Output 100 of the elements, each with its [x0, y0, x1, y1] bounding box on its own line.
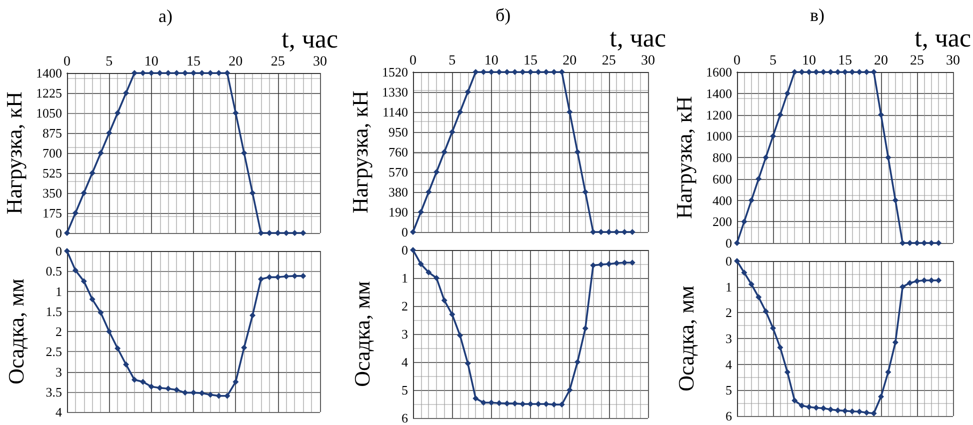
- y-tick-label: 1.5: [46, 304, 62, 319]
- x-tick-label: 25: [910, 54, 924, 68]
- point: [64, 230, 70, 236]
- point: [748, 197, 754, 204]
- point: [72, 210, 78, 216]
- x-tick-label: 10: [484, 54, 498, 68]
- point: [914, 240, 920, 246]
- y-tick-label: 525: [42, 166, 62, 180]
- point: [574, 359, 580, 365]
- y-tick-label: 800: [712, 150, 732, 165]
- point: [250, 312, 256, 318]
- point: [410, 229, 416, 235]
- point: [936, 277, 942, 284]
- point: [156, 70, 163, 76]
- point: [216, 392, 222, 399]
- y-tick-label: 1400: [706, 86, 732, 101]
- point: [504, 69, 510, 75]
- point: [566, 387, 573, 393]
- point: [156, 384, 163, 391]
- x-axis-title: t, час: [282, 24, 338, 54]
- point: [131, 376, 138, 383]
- point: [410, 247, 416, 253]
- x-tick-label: 5: [770, 54, 776, 68]
- point: [770, 133, 776, 140]
- point: [528, 69, 534, 75]
- point: [190, 70, 196, 76]
- y-tick-label: 350: [42, 186, 62, 200]
- point: [777, 112, 784, 118]
- point: [543, 401, 550, 407]
- point: [283, 273, 290, 280]
- point: [756, 294, 762, 300]
- point: [842, 408, 848, 414]
- y-tick-label: 0: [402, 224, 408, 240]
- point: [258, 230, 264, 236]
- point: [441, 149, 448, 155]
- y-tick-label: 6: [726, 408, 732, 424]
- y-tick-label: 1000: [706, 128, 732, 144]
- point: [842, 69, 848, 75]
- y-tick-label: 600: [712, 171, 732, 186]
- point: [441, 297, 448, 304]
- point: [806, 404, 812, 410]
- x-tick-label: 30: [313, 54, 327, 70]
- point: [820, 405, 826, 412]
- point: [480, 400, 486, 406]
- point: [449, 129, 456, 135]
- point: [878, 394, 884, 400]
- y-tick-label: 0.5: [46, 264, 62, 279]
- x-tick-label: 30: [946, 54, 960, 68]
- y-axis-title: Осадка, мм: [674, 286, 698, 392]
- x-tick-label: 5: [448, 54, 456, 68]
- point: [89, 170, 96, 176]
- point: [734, 258, 740, 264]
- y-tick-label: 175: [42, 206, 62, 220]
- point: [106, 328, 112, 334]
- point: [566, 109, 573, 115]
- point: [784, 90, 790, 96]
- point: [472, 395, 479, 402]
- chart-title: б): [496, 5, 511, 25]
- point: [434, 275, 440, 281]
- y-tick-label: 6: [402, 410, 408, 425]
- point: [762, 154, 769, 160]
- point: [449, 311, 456, 318]
- point: [598, 262, 604, 268]
- y-tick-label: 1520: [382, 64, 408, 80]
- point: [756, 176, 762, 182]
- y-tick-label: 3: [56, 364, 62, 380]
- y-tick-label: 875: [42, 126, 62, 140]
- point: [614, 260, 620, 266]
- y-tick-label: 2: [402, 298, 408, 314]
- point: [606, 261, 612, 267]
- y-tick-label: 4: [56, 404, 62, 420]
- y-tick-label: 0: [56, 244, 62, 258]
- x-tick-label: 20: [562, 54, 577, 68]
- point: [418, 261, 424, 267]
- point: [734, 240, 740, 246]
- y-tick-label: 1225: [36, 86, 62, 100]
- x-tick-label: 25: [602, 54, 616, 68]
- point: [878, 112, 884, 118]
- point: [224, 70, 230, 76]
- y-tick-label: 200: [712, 214, 732, 230]
- point: [426, 189, 432, 195]
- point: [232, 110, 239, 116]
- x-axis-title: t, час: [610, 24, 666, 52]
- point: [885, 154, 892, 160]
- point: [140, 378, 146, 385]
- point: [165, 70, 172, 76]
- point: [266, 274, 272, 280]
- point: [106, 130, 112, 136]
- point: [464, 89, 471, 95]
- point: [762, 308, 769, 314]
- y-tick-label: 570: [388, 164, 408, 180]
- point: [741, 218, 748, 225]
- point: [283, 230, 290, 236]
- y-axis-title: Нагрузка, кН: [672, 96, 697, 219]
- point: [834, 69, 841, 75]
- y-tick-label: 0: [726, 254, 732, 268]
- y-tick-label: 380: [388, 184, 408, 200]
- point: [770, 325, 776, 332]
- point: [457, 332, 463, 338]
- point: [551, 69, 557, 75]
